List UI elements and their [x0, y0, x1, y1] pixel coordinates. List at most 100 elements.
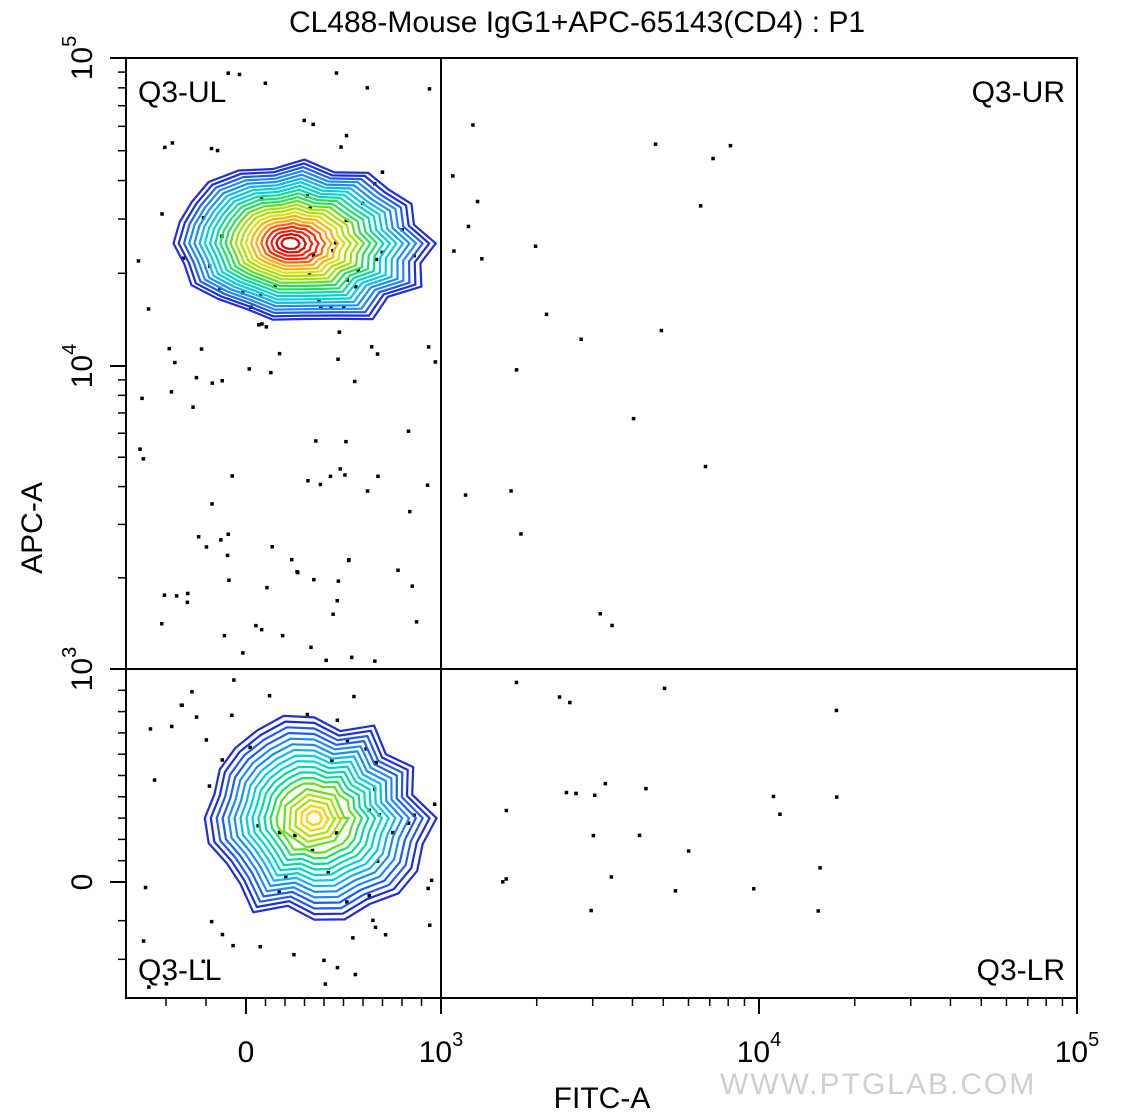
event-dot — [350, 655, 354, 660]
event-dot — [265, 585, 269, 590]
watermark-text: WWW.PTGLAB.COM — [720, 1068, 1037, 1101]
event-dot — [336, 579, 341, 583]
event-dot — [344, 439, 348, 444]
event-dot — [148, 727, 153, 731]
event-dot — [337, 330, 342, 334]
event-dot — [331, 612, 335, 616]
contour-line — [227, 737, 411, 899]
event-dot — [427, 87, 432, 91]
event-dot — [609, 875, 614, 879]
event-dot — [318, 482, 323, 487]
contour-line — [255, 218, 333, 267]
event-dot — [147, 985, 151, 989]
event-dot — [339, 145, 343, 149]
event-dot — [347, 558, 351, 562]
event-dot — [728, 143, 733, 148]
event-dot — [277, 830, 282, 835]
event-dot — [227, 578, 231, 582]
x-tick-label: 104 — [737, 1029, 782, 1069]
event-dot — [504, 877, 508, 881]
event-dot — [222, 633, 227, 638]
event-dot — [410, 584, 414, 588]
event-dot — [174, 594, 179, 598]
event-dot — [152, 778, 157, 782]
event-dot — [344, 133, 349, 138]
quadrant-label: Q3-UL — [138, 76, 226, 109]
event-dot — [196, 535, 201, 539]
event-dot — [143, 885, 148, 890]
event-dot — [533, 244, 538, 248]
event-dot — [354, 285, 358, 289]
contour-line — [244, 210, 346, 274]
event-dot — [179, 703, 184, 707]
event-dot — [185, 600, 190, 605]
event-dot — [835, 795, 839, 799]
event-dot — [164, 982, 169, 986]
event-dot — [194, 715, 199, 719]
event-dot — [662, 686, 667, 691]
event-dot — [326, 870, 330, 875]
event-dot — [610, 623, 614, 628]
event-dot — [589, 908, 593, 913]
event-dot — [432, 802, 437, 806]
event-dot — [579, 337, 583, 341]
event-dot — [280, 633, 285, 638]
contour-line — [198, 177, 405, 304]
event-dot — [324, 658, 328, 663]
event-dot — [292, 952, 296, 957]
contour-line — [221, 731, 417, 904]
event-dot — [686, 849, 691, 853]
event-dot — [160, 212, 164, 216]
event-dot — [475, 199, 480, 204]
event-dot — [311, 253, 316, 257]
event-dot — [140, 396, 144, 401]
event-dot — [284, 875, 288, 879]
event-dot — [591, 833, 596, 838]
event-dot — [141, 457, 146, 461]
event-dot — [334, 831, 339, 835]
event-dot — [237, 72, 242, 77]
event-dot — [816, 909, 820, 913]
event-dot — [241, 651, 245, 655]
event-dot — [452, 249, 456, 253]
event-dot — [429, 878, 434, 883]
contour-line — [209, 720, 431, 916]
event-dot — [138, 447, 142, 451]
event-dot — [406, 821, 411, 825]
event-dot — [351, 936, 355, 940]
event-dot — [141, 939, 146, 943]
event-dot — [390, 830, 395, 835]
event-dot — [644, 786, 648, 791]
event-dot — [264, 325, 269, 329]
event-dot — [314, 439, 318, 443]
event-dot — [509, 489, 513, 493]
event-dot — [199, 347, 204, 351]
contour-line — [229, 199, 365, 284]
event-dot — [333, 241, 338, 245]
event-dot — [190, 690, 194, 694]
event-dot — [369, 345, 374, 349]
event-dot — [163, 145, 167, 150]
event-dot — [146, 307, 151, 311]
event-dot — [181, 256, 186, 260]
event-dot — [201, 959, 206, 964]
event-dot — [277, 890, 281, 894]
contour-line — [215, 726, 424, 910]
event-dot — [653, 142, 658, 146]
event-dot — [574, 791, 578, 796]
event-dot — [173, 360, 177, 365]
quadrant-label: Q3-LL — [138, 954, 221, 987]
event-dot — [380, 250, 384, 255]
event-dot — [425, 483, 430, 487]
contour-line — [233, 743, 404, 893]
event-dot — [290, 557, 294, 562]
event-dot — [603, 781, 608, 786]
event-dot — [433, 360, 438, 364]
event-dot — [380, 170, 385, 174]
event-dot — [219, 538, 223, 542]
event-dot — [373, 925, 378, 930]
event-dot — [334, 71, 339, 75]
event-dot — [501, 880, 505, 884]
contour-line — [219, 192, 378, 291]
